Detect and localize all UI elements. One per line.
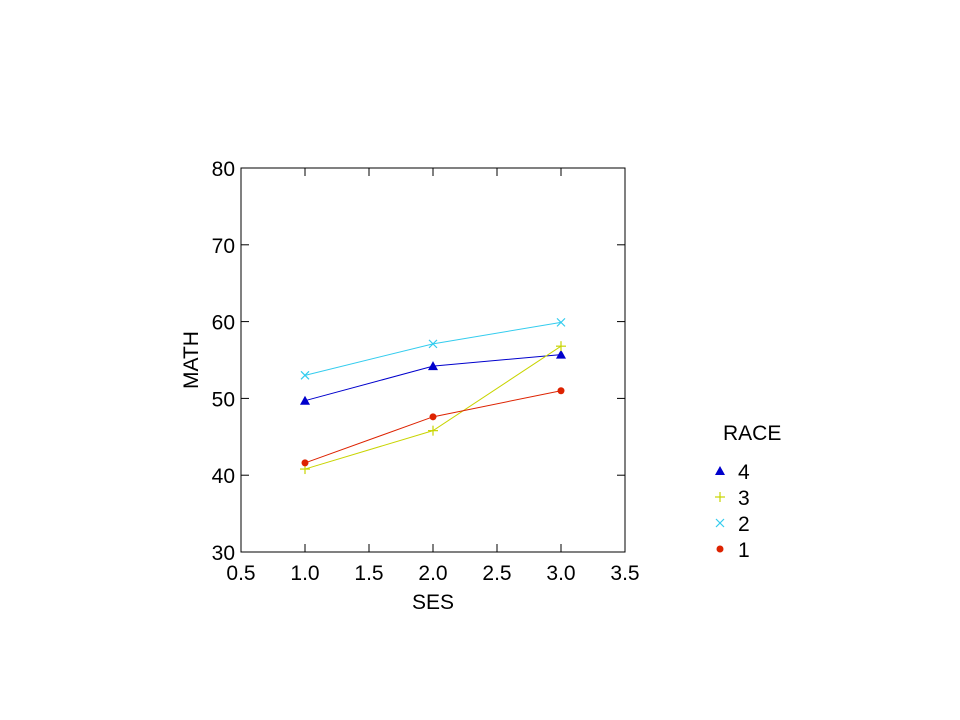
legend-label: 2: [738, 513, 750, 536]
series-lines: [300, 317, 566, 475]
x-axis-title: SES: [412, 591, 454, 614]
legend-marker: [715, 492, 725, 502]
legend-item-1: 1: [716, 539, 750, 562]
x-tick-label: 0.5: [226, 562, 255, 585]
legend: RACE 4 3 2 1: [715, 422, 781, 562]
y-axis-title: MATH: [180, 331, 203, 389]
legend-item-3: 3: [715, 487, 750, 510]
data-point: [301, 459, 309, 467]
series-race-4: [300, 349, 566, 405]
y-tick-label: 80: [212, 158, 235, 181]
data-point: [428, 425, 438, 436]
data-point: [300, 370, 310, 380]
legend-label: 1: [738, 539, 750, 562]
y-tick-label: 50: [212, 388, 235, 411]
x-tick-label: 3.0: [546, 562, 575, 585]
legend-marker: [715, 466, 725, 475]
y-tick-label: 40: [212, 465, 235, 488]
series-race-3: [300, 341, 566, 475]
data-point: [556, 317, 566, 327]
legend-label: 3: [738, 487, 750, 510]
y-tick-label: 70: [212, 235, 235, 258]
data-point: [429, 413, 437, 421]
legend-item-4: 4: [715, 461, 750, 484]
plot-frame: [240, 167, 626, 553]
legend-item-2: 2: [715, 513, 750, 536]
data-point: [557, 387, 565, 395]
x-tick-label: 1.5: [354, 562, 383, 585]
legend-marker: [715, 518, 725, 528]
data-point: [428, 339, 438, 349]
series-race-2: [300, 317, 566, 380]
y-tick-label: 60: [212, 312, 235, 335]
y-tick-label: 30: [212, 542, 235, 565]
x-tick-label: 2.0: [418, 562, 447, 585]
data-point: [556, 341, 566, 352]
legend-title: RACE: [723, 422, 781, 445]
x-tick-label: 2.5: [482, 562, 511, 585]
series-race-1: [301, 387, 565, 467]
ticks: 0.5 1.0 1.5 2.0 2.5 3.0 3.5 30 40 50 60 70 80: [212, 158, 640, 585]
x-tick-label: 3.5: [610, 562, 639, 585]
x-tick-label: 1.0: [290, 562, 319, 585]
data-point: [556, 349, 566, 359]
data-point: [300, 395, 310, 405]
legend-marker: [716, 545, 724, 553]
data-point: [428, 361, 438, 371]
legend-label: 4: [738, 461, 750, 484]
